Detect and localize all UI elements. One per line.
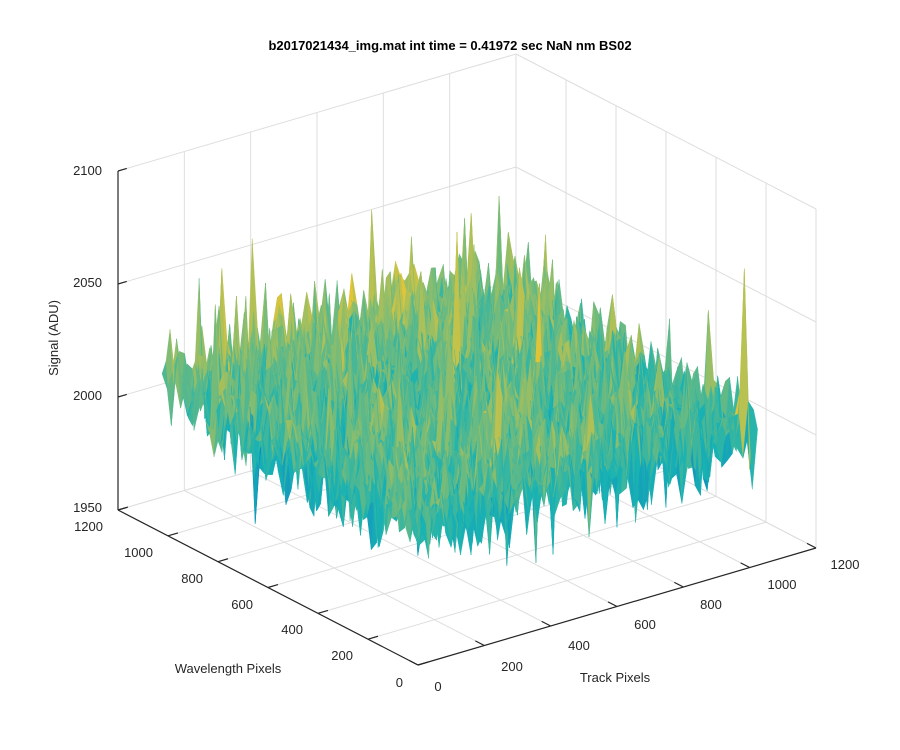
- y-tick-label: 400: [281, 622, 303, 637]
- y-tick-label: 200: [331, 648, 353, 663]
- x-tick-label: 800: [700, 597, 722, 612]
- x-tick-label: 400: [568, 638, 590, 653]
- y-tick-label: 0: [396, 675, 403, 690]
- x-tick-label: 1000: [768, 577, 797, 592]
- y-tick-mark: [417, 661, 429, 666]
- y-tick-mark: [367, 635, 379, 640]
- x-tick-mark: [607, 601, 618, 608]
- x-tick-mark: [541, 620, 551, 627]
- y-tick-label: 800: [181, 571, 203, 586]
- z-tick-label: 1950: [73, 500, 102, 515]
- y-tick-mark: [217, 558, 229, 563]
- z-tick-mark: [117, 506, 127, 511]
- back-wall-grid-line-z: [117, 53, 517, 172]
- back-wall-grid-line-z: [117, 166, 517, 285]
- floor-grid-line-y: [317, 495, 717, 614]
- x-tick-mark: [408, 659, 419, 666]
- y-tick-labels: 0 200 400 600 800 1000 1200: [74, 519, 403, 690]
- x-axis-label: Track Pixels: [580, 670, 651, 685]
- z-tick-labels: 1950 2000 2050 2100: [73, 163, 102, 515]
- z-tick-mark: [117, 393, 127, 398]
- x-tick-label: 200: [501, 659, 523, 674]
- x-tick-label: 0: [434, 679, 441, 694]
- y-axis-label: Wavelength Pixels: [175, 661, 282, 676]
- y-tick-mark: [317, 609, 329, 614]
- y-tick-label: 600: [231, 597, 253, 612]
- z-tick-label: 2000: [73, 388, 102, 403]
- signal-surface: [161, 196, 758, 566]
- x-tick-mark: [740, 562, 750, 569]
- chart-title: b2017021434_img.mat int time = 0.41972 s…: [268, 38, 631, 53]
- x-tick-mark: [806, 542, 817, 549]
- axes: [117, 167, 817, 666]
- x-tick-labels: 0 200 400 600 800 1000 1200: [434, 557, 859, 694]
- y-tick-label: 1000: [124, 545, 153, 560]
- x-tick-mark: [475, 640, 485, 647]
- x-tick-mark: [674, 581, 684, 588]
- surface-cell: [748, 400, 758, 490]
- z-tick-mark: [117, 280, 127, 285]
- side-wall-grid-line-z: [515, 166, 817, 323]
- floor-grid-line-y: [367, 521, 767, 640]
- x-tick-label: 600: [634, 617, 656, 632]
- x-tick-label: 1200: [831, 557, 860, 572]
- y-tick-label: 1200: [74, 519, 103, 534]
- z-tick-mark: [117, 167, 127, 172]
- y-tick-mark: [267, 583, 279, 589]
- z-tick-label: 2100: [73, 163, 102, 178]
- side-wall-grid-line-z: [515, 53, 817, 210]
- y-tick-mark: [167, 532, 179, 537]
- z-axis-label: Signal (ADU): [46, 300, 61, 376]
- z-tick-label: 2050: [73, 275, 102, 290]
